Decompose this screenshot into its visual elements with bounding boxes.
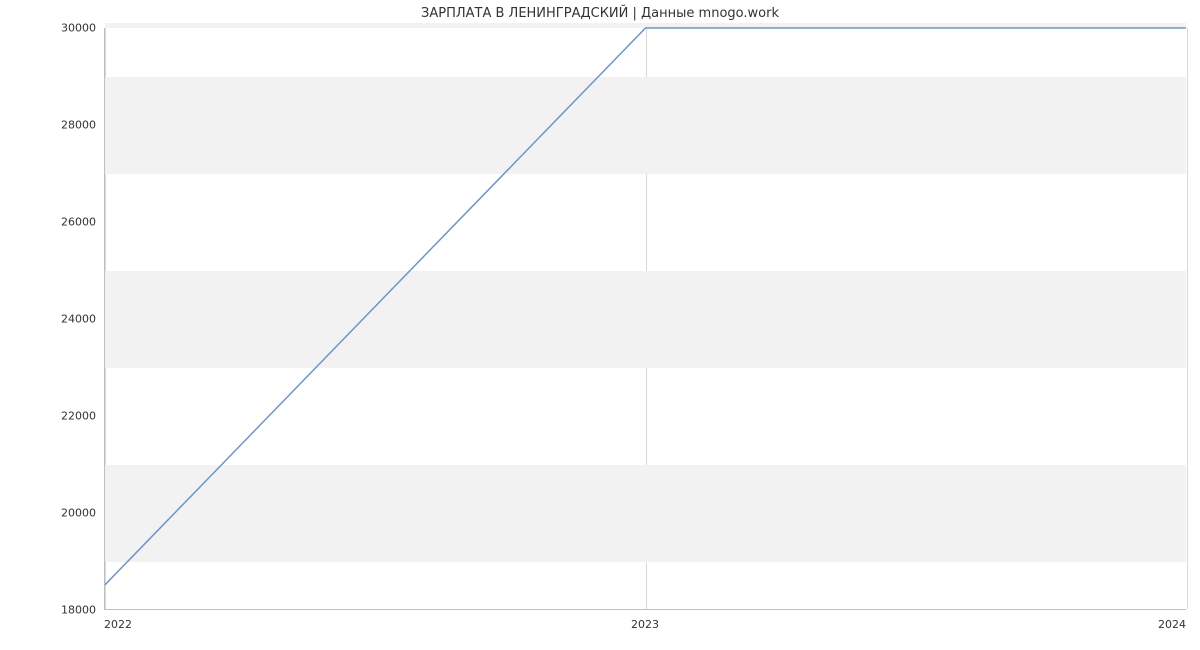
y-tick-label: 24000	[44, 313, 96, 326]
chart-container: ЗАРПЛАТА В ЛЕНИНГРАДСКИЙ | Данные mnogo.…	[0, 0, 1200, 650]
y-tick-label: 26000	[44, 216, 96, 229]
plot-area	[104, 28, 1186, 610]
x-tick-label: 2022	[104, 618, 132, 631]
y-tick-label: 22000	[44, 410, 96, 423]
y-tick-label: 28000	[44, 119, 96, 132]
y-tick-label: 20000	[44, 507, 96, 520]
chart-title: ЗАРПЛАТА В ЛЕНИНГРАДСКИЙ | Данные mnogo.…	[0, 6, 1200, 21]
series-line	[105, 28, 1186, 585]
y-tick-label: 18000	[44, 604, 96, 617]
x-tick-label: 2023	[631, 618, 659, 631]
x-tick-label: 2024	[1158, 618, 1186, 631]
line-series	[105, 28, 1186, 609]
y-tick-label: 30000	[44, 22, 96, 35]
x-gridline	[1187, 28, 1188, 609]
